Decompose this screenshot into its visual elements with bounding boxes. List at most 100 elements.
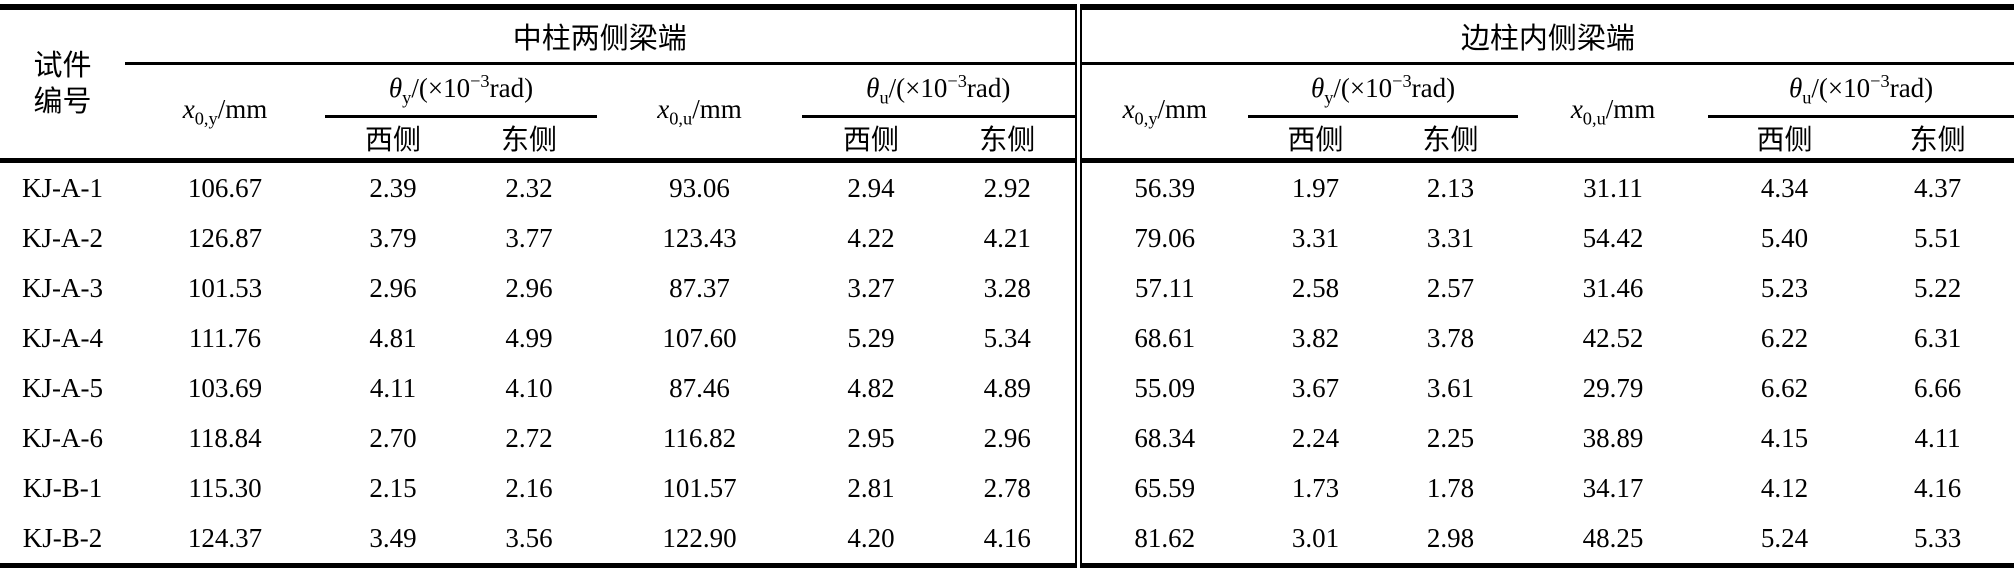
value-cell: 3.78 [1426, 322, 1475, 353]
value-cell: 29.79 [1582, 372, 1644, 403]
value-cell: 124.37 [187, 522, 263, 553]
value-cell: 2.72 [505, 422, 553, 453]
table-row: KJ-A-6 118.84 2.70 2.72 116.82 2.95 2.96… [0, 413, 2014, 463]
value-cell: 93.06 [669, 172, 730, 203]
specimen-id-cell: KJ-B-1 [22, 472, 103, 503]
value-cell: 4.15 [1760, 422, 1809, 453]
value-cell: 4.16 [983, 522, 1031, 553]
value-cell: 2.78 [983, 472, 1031, 503]
x-symbol: x [657, 93, 670, 124]
value-cell: 4.21 [983, 222, 1031, 253]
table-row: KJ-B-2 124.37 3.49 3.56 122.90 4.20 4.16… [0, 513, 2014, 566]
value-cell: 2.24 [1291, 422, 1340, 453]
x-symbol: x [1570, 93, 1583, 124]
specimen-header-cell: 试件 编号 [0, 7, 125, 163]
west-header: 西侧 [802, 116, 940, 163]
value-cell: 68.34 [1074, 413, 1249, 463]
value-cell: 2.32 [505, 172, 553, 203]
group-header-row: 试件 编号 中柱两侧梁端 边柱内侧梁端 [0, 7, 2014, 163]
specimen-id-cell: KJ-A-5 [22, 372, 103, 403]
value-cell: 2.70 [369, 422, 417, 453]
value-cell: 3.49 [369, 522, 417, 553]
x-symbol: x [182, 93, 195, 124]
value-cell: 3.01 [1291, 522, 1340, 553]
theta-symbol: θ [1310, 73, 1325, 104]
east-header: 东侧 [1383, 116, 1519, 163]
east-header: 东侧 [1861, 116, 2014, 163]
table-body: KJ-A-1 106.67 2.39 2.32 93.06 2.94 2.92 … [0, 160, 2014, 566]
value-cell: 103.69 [187, 372, 263, 403]
value-cell: 5.22 [1913, 272, 1962, 303]
value-cell: 115.30 [188, 472, 262, 503]
value-cell: 126.87 [187, 222, 263, 253]
west-header: 西侧 [1708, 116, 1862, 163]
value-cell: 5.40 [1760, 222, 1809, 253]
west-header: 西侧 [325, 116, 461, 163]
x0y-header-right: x0,y/mm [1074, 63, 1249, 163]
value-cell: 2.15 [369, 472, 417, 503]
value-cell: 3.31 [1426, 222, 1475, 253]
group-header-side-column: 边柱内侧梁端 [1074, 7, 2014, 65]
specimen-id-cell: KJ-B-2 [22, 522, 103, 553]
value-cell: 87.46 [669, 372, 730, 403]
value-cell: 106.67 [187, 172, 263, 203]
table-row: KJ-A-2 126.87 3.79 3.77 123.43 4.22 4.21… [0, 213, 2014, 263]
results-table: 试件 编号 中柱两侧梁端 边柱内侧梁端 x0,y/mm θy/(×10−3rad… [0, 4, 2014, 568]
value-cell: 68.61 [1074, 313, 1249, 363]
value-cell: 2.13 [1426, 172, 1475, 203]
x-symbol: x [1122, 93, 1135, 124]
x0u-header-right: x0,u/mm [1518, 63, 1709, 163]
table-row: KJ-A-5 103.69 4.11 4.10 87.46 4.82 4.89 … [0, 363, 2014, 413]
value-cell: 5.23 [1760, 272, 1809, 303]
value-cell: 123.43 [662, 222, 737, 253]
value-cell: 2.25 [1426, 422, 1475, 453]
value-cell: 3.61 [1426, 372, 1475, 403]
theta-u-header-right: θu/(×10−3rad) [1708, 63, 2014, 118]
value-cell: 4.20 [847, 522, 895, 553]
value-cell: 4.16 [1913, 472, 1962, 503]
value-cell: 4.22 [847, 222, 895, 253]
specimen-id-cell: KJ-A-1 [22, 172, 103, 203]
theta-symbol: θ [1788, 73, 1803, 104]
value-cell: 4.99 [505, 322, 553, 353]
value-cell: 3.56 [505, 522, 553, 553]
value-cell: 2.81 [847, 472, 895, 503]
value-cell: 111.76 [188, 322, 262, 353]
specimen-header-line2: 编号 [33, 86, 92, 118]
x0y-header-left: x0,y/mm [125, 63, 325, 163]
value-cell: 57.11 [1074, 263, 1249, 313]
value-cell: 3.28 [983, 272, 1031, 303]
east-header: 东侧 [940, 116, 1079, 163]
value-cell: 4.82 [847, 372, 895, 403]
value-cell: 2.96 [983, 422, 1031, 453]
value-cell: 1.97 [1291, 172, 1340, 203]
value-cell: 54.42 [1582, 222, 1644, 253]
value-cell: 3.27 [847, 272, 895, 303]
value-cell: 79.06 [1074, 213, 1249, 263]
group-header-center-column: 中柱两侧梁端 [125, 7, 1079, 65]
value-cell: 5.24 [1760, 522, 1809, 553]
value-cell: 87.37 [669, 272, 730, 303]
x0u-header-left: x0,u/mm [597, 63, 802, 163]
value-cell: 2.96 [505, 272, 553, 303]
value-cell: 2.16 [505, 472, 553, 503]
value-cell: 2.57 [1426, 272, 1475, 303]
value-cell: 31.46 [1582, 272, 1644, 303]
value-cell: 31.11 [1583, 172, 1643, 203]
value-cell: 4.11 [369, 372, 417, 403]
table-header: 试件 编号 中柱两侧梁端 边柱内侧梁端 x0,y/mm θy/(×10−3rad… [0, 7, 2014, 163]
value-cell: 118.84 [188, 422, 262, 453]
value-cell: 4.10 [505, 372, 553, 403]
value-cell: 2.95 [847, 422, 895, 453]
value-cell: 1.78 [1426, 472, 1475, 503]
table-row: KJ-A-1 106.67 2.39 2.32 93.06 2.94 2.92 … [0, 160, 2014, 213]
value-cell: 3.67 [1291, 372, 1340, 403]
value-cell: 6.22 [1760, 322, 1809, 353]
value-cell: 5.29 [847, 322, 895, 353]
value-cell: 3.82 [1291, 322, 1340, 353]
value-cell: 6.66 [1913, 372, 1962, 403]
west-header: 西侧 [1248, 116, 1384, 163]
table-row: KJ-A-3 101.53 2.96 2.96 87.37 3.27 3.28 … [0, 263, 2014, 313]
value-cell: 48.25 [1582, 522, 1644, 553]
value-cell: 1.73 [1291, 472, 1340, 503]
